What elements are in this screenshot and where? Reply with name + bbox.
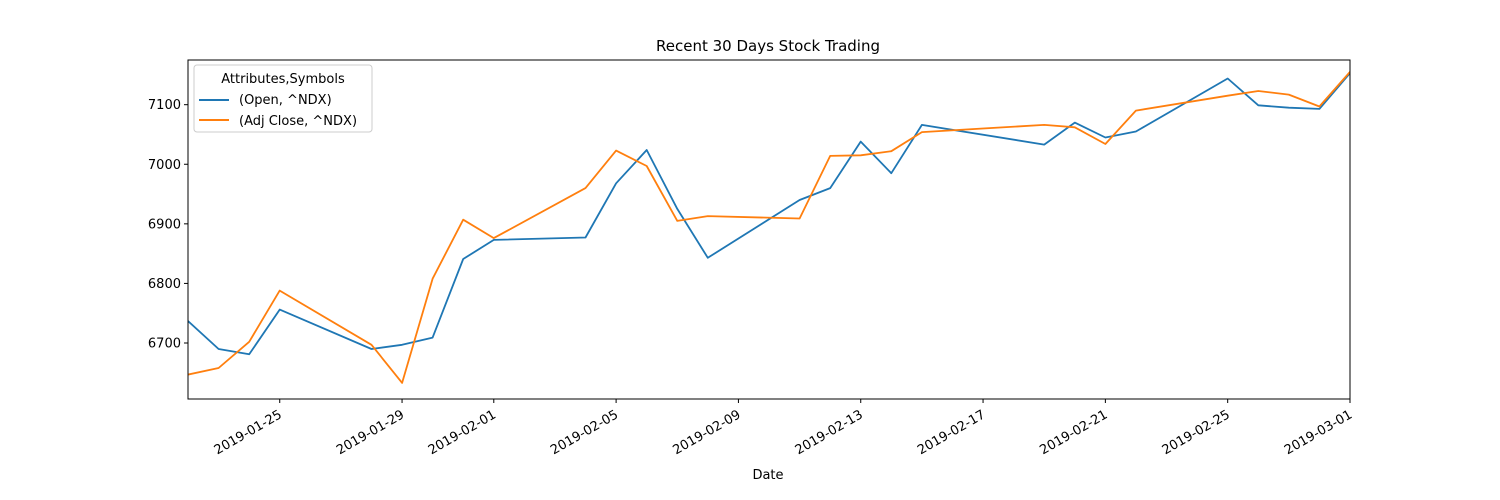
- x-tick-label: 2019-01-29: [334, 407, 407, 458]
- y-tick-label: 6700: [148, 336, 181, 351]
- x-tick-label: 2019-02-05: [548, 407, 621, 458]
- legend-title: Attributes,Symbols: [221, 72, 345, 87]
- x-tick-label: 2019-03-01: [1282, 407, 1355, 458]
- y-tick-label: 7000: [148, 158, 181, 173]
- y-tick-label: 6800: [148, 277, 181, 292]
- x-tick-label: 2019-02-01: [426, 407, 499, 458]
- x-tick-label: 2019-02-21: [1037, 407, 1110, 458]
- plot-frame: [187, 59, 1351, 400]
- legend-entry-open: (Open, ^NDX): [239, 93, 332, 108]
- x-tick-label: 2019-02-25: [1160, 407, 1233, 458]
- legend-box: [193, 64, 373, 133]
- legend-entry-adj-close: (Adj Close, ^NDX): [239, 114, 357, 129]
- y-tick-label: 7100: [148, 98, 181, 113]
- x-axis-label: Date: [752, 468, 783, 483]
- x-tick-label: 2019-02-17: [915, 407, 988, 458]
- x-tick-label: 2019-02-13: [793, 407, 866, 458]
- y-tick-label: 6900: [148, 217, 181, 232]
- chart-title: Recent 30 Days Stock Trading: [656, 37, 880, 55]
- series-line-open: [188, 72, 1350, 356]
- x-tick-label: 2019-02-09: [670, 407, 743, 458]
- series-line-adj-close: [188, 71, 1350, 384]
- legend: Attributes,Symbols (Open, ^NDX) (Adj Clo…: [193, 64, 373, 133]
- x-tick-label: 2019-01-25: [212, 407, 285, 458]
